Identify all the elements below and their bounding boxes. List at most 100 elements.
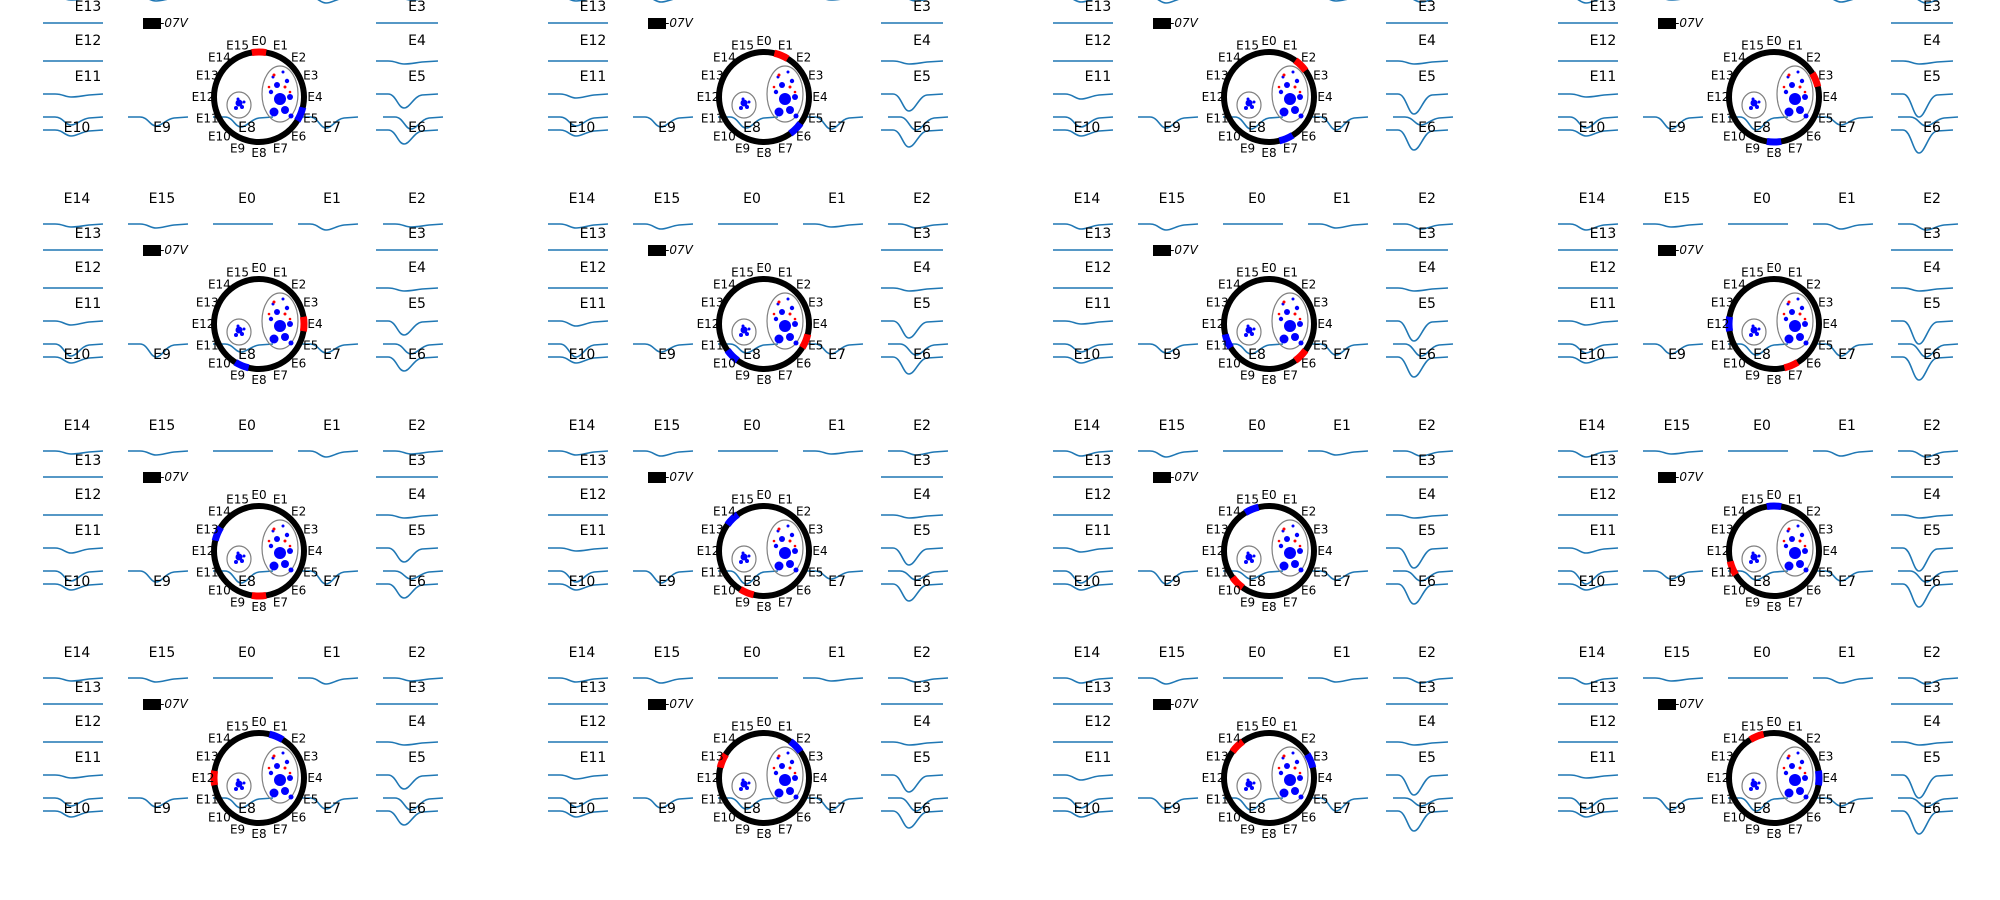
signal-trace xyxy=(1308,450,1369,456)
electrode-label-e11: E11 xyxy=(1590,296,1617,312)
signal-trace xyxy=(1917,0,1939,4)
ring-label-e5: E5 xyxy=(1818,338,1833,352)
axon-dot xyxy=(741,551,745,555)
electrode-label-e12: E12 xyxy=(1085,33,1112,49)
signal-trace xyxy=(1053,774,1114,781)
axon-dot xyxy=(745,559,749,563)
electrode-label-e4: E4 xyxy=(913,714,931,730)
ring-label-e14: E14 xyxy=(713,277,736,291)
axon-dot xyxy=(1284,774,1296,786)
signal-trace xyxy=(881,287,944,292)
axon-dot xyxy=(1297,548,1303,554)
signal-trace xyxy=(1891,514,1954,519)
signal-trace xyxy=(1053,570,1114,584)
axon-dot xyxy=(1803,794,1809,800)
ring-label-e8: E8 xyxy=(1766,146,1781,160)
electrode-label-e1: E1 xyxy=(828,191,846,207)
electrode-label-e0: E0 xyxy=(238,645,256,661)
axon-dot xyxy=(1284,763,1290,769)
signal-trace xyxy=(1053,583,1114,591)
axon-dot xyxy=(1803,113,1809,119)
ring-label-e3: E3 xyxy=(808,296,823,310)
ring-label-e15: E15 xyxy=(1236,265,1259,279)
axon-dot xyxy=(1789,320,1801,332)
signal-trace xyxy=(376,60,439,65)
axon-dot xyxy=(792,548,798,554)
electrode-label-e4: E4 xyxy=(408,260,426,276)
ring-label-e11: E11 xyxy=(196,792,219,806)
axon-dot xyxy=(283,85,287,89)
electrode-label-e0: E0 xyxy=(743,418,761,434)
axon-dot xyxy=(1298,794,1304,800)
ring-label-e10: E10 xyxy=(713,584,736,598)
axon-dot xyxy=(1749,333,1753,337)
ring-label-e13: E13 xyxy=(701,296,724,310)
axon-dot xyxy=(793,771,797,775)
axon-dot xyxy=(1277,766,1281,770)
signal-trace xyxy=(548,356,609,364)
ring-label-e4: E4 xyxy=(307,90,322,104)
ring-label-e10: E10 xyxy=(208,130,231,144)
ring-label-e0: E0 xyxy=(756,34,771,48)
ring-label-e1: E1 xyxy=(1283,492,1298,506)
signal-trace xyxy=(1223,116,1284,130)
ring-label-e7: E7 xyxy=(1283,142,1298,156)
electrode-label-e9: E9 xyxy=(1668,574,1686,590)
axon-dot xyxy=(1278,770,1284,776)
axon-dot xyxy=(274,320,286,332)
electrode-label-e6: E6 xyxy=(913,347,931,363)
signal-trace xyxy=(298,450,359,458)
ring-label-e1: E1 xyxy=(778,492,793,506)
signal-trace xyxy=(383,677,444,682)
electrode-label-e11: E11 xyxy=(1085,296,1112,312)
signal-trace xyxy=(1558,797,1619,810)
ring-label-e6: E6 xyxy=(1301,130,1316,144)
scale-bar xyxy=(143,699,161,710)
signal-trace xyxy=(718,343,779,354)
signal-trace xyxy=(1138,343,1199,354)
electrode-label-e8: E8 xyxy=(1753,347,1771,363)
scale-bar-label: 2e-07V xyxy=(145,470,189,484)
axon-dot xyxy=(786,560,794,568)
electrode-label-e1: E1 xyxy=(323,645,341,661)
signal-trace xyxy=(1891,741,1954,746)
ring-label-e8: E8 xyxy=(1261,146,1276,160)
electrode-label-e3: E3 xyxy=(1923,226,1941,242)
electrode-label-e1: E1 xyxy=(323,418,341,434)
signal-trace xyxy=(43,320,104,326)
signal-trace xyxy=(1898,797,1959,808)
electrode-label-e12: E12 xyxy=(1590,487,1617,503)
signal-trace xyxy=(1558,116,1619,129)
ring-label-e7: E7 xyxy=(273,823,288,837)
axon-dot xyxy=(786,333,794,341)
signal-trace xyxy=(1898,450,1959,458)
electrode-label-e4: E4 xyxy=(913,260,931,276)
electrode-label-e4: E4 xyxy=(1923,487,1941,503)
signal-trace xyxy=(1558,774,1619,779)
axon-dot xyxy=(1277,312,1281,316)
axon-dot xyxy=(1298,113,1304,119)
ring-label-e3: E3 xyxy=(808,750,823,764)
axon-dot xyxy=(242,327,246,331)
ring-label-e14: E14 xyxy=(208,50,231,64)
axon-dot xyxy=(1252,327,1256,331)
signal-trace xyxy=(1053,450,1114,457)
axon-dot xyxy=(1246,551,1250,555)
ring-label-e8: E8 xyxy=(756,600,771,614)
signal-trace xyxy=(43,450,104,455)
electrode-label-e12: E12 xyxy=(580,487,607,503)
ring-label-e6: E6 xyxy=(1806,811,1821,825)
axon-dot xyxy=(281,297,285,301)
signal-trace xyxy=(633,450,694,457)
ring-label-e4: E4 xyxy=(1822,90,1837,104)
axon-dot xyxy=(1284,320,1296,332)
signal-trace xyxy=(1386,320,1449,342)
signal-trace xyxy=(803,450,864,455)
signal-trace xyxy=(881,356,944,375)
signal-trace xyxy=(1393,797,1454,807)
negative-contact-arc xyxy=(1243,503,1260,516)
axon-dot xyxy=(1799,532,1805,538)
ring-label-e11: E11 xyxy=(701,565,724,579)
